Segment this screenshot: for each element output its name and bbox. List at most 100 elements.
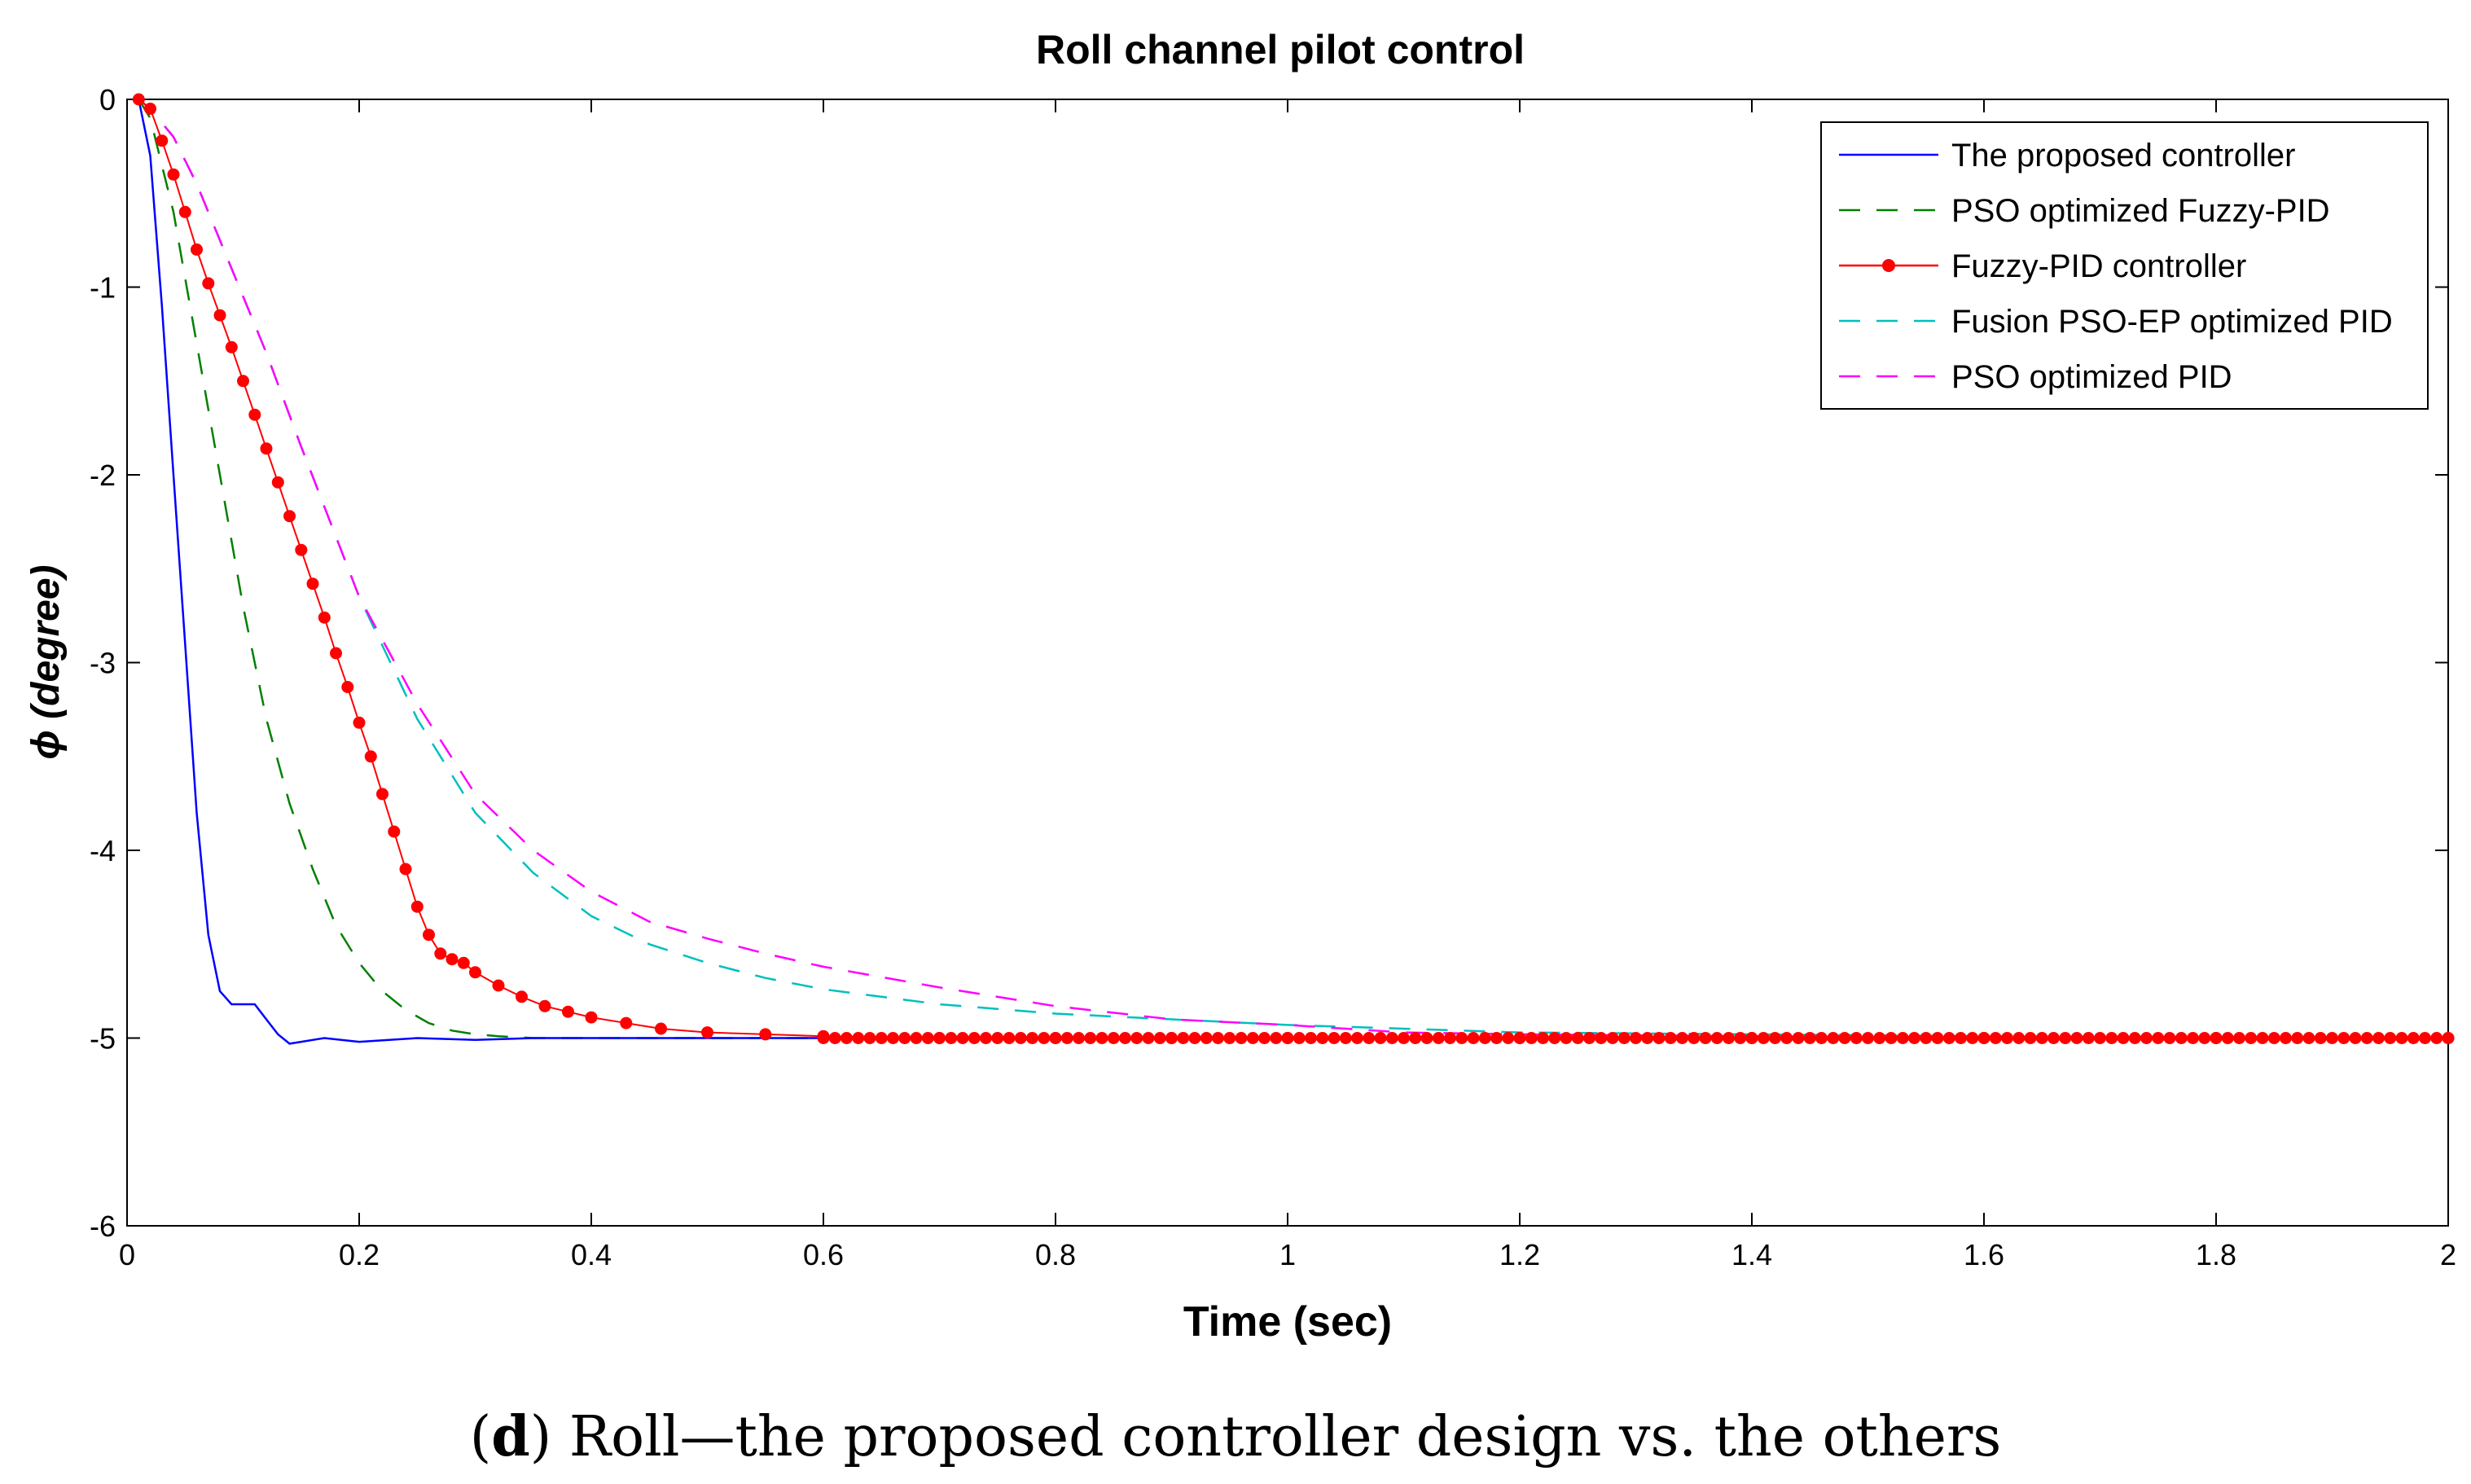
series-point — [1130, 1032, 1143, 1044]
series-point — [1606, 1032, 1619, 1044]
series-point — [1699, 1032, 1712, 1044]
series-point — [1942, 1032, 1955, 1044]
series-line — [138, 99, 2448, 1039]
series-point — [898, 1032, 911, 1044]
series-point — [156, 134, 169, 147]
series-point — [910, 1032, 923, 1044]
series-point — [1862, 1032, 1874, 1044]
series-point — [2337, 1032, 2350, 1044]
legend-entry: Fusion PSO-EP optimized PID — [1839, 304, 2393, 340]
series-layer — [132, 93, 2455, 1045]
series-point — [1896, 1032, 1909, 1044]
series-point — [1513, 1032, 1526, 1044]
series-line — [138, 99, 2448, 1039]
series-point — [1420, 1032, 1433, 1044]
series-point — [2012, 1032, 2026, 1044]
series-point — [2059, 1032, 2072, 1044]
series-point — [1977, 1032, 1990, 1044]
series-point — [1769, 1032, 1781, 1044]
series-point — [144, 103, 156, 115]
series-point — [1780, 1032, 1793, 1044]
y-tick-label: -2 — [90, 459, 116, 492]
series-point — [1664, 1032, 1677, 1044]
series-point — [1652, 1032, 1666, 1044]
series-point — [1641, 1032, 1654, 1044]
series-point — [2395, 1032, 2408, 1044]
series-line — [138, 99, 2449, 1039]
series-point — [1525, 1032, 1538, 1044]
series-point — [1745, 1032, 1758, 1044]
series-point — [840, 1032, 853, 1044]
series-point — [1165, 1032, 1178, 1044]
series-point — [1049, 1032, 1062, 1044]
series-point — [1815, 1032, 1828, 1044]
x-tick-label: 1.2 — [1499, 1238, 1540, 1271]
y-tick-label: -4 — [90, 834, 116, 867]
series-point — [980, 1032, 992, 1044]
x-axis-label: Time (sec) — [1183, 1298, 1392, 1346]
series-point — [1583, 1032, 1595, 1044]
x-tick-label: 2 — [2440, 1238, 2456, 1271]
x-tick-label: 1.6 — [1964, 1238, 2004, 1271]
legend-entry: Fuzzy-PID controller — [1839, 248, 2246, 284]
series-point — [1455, 1032, 1468, 1044]
series-point — [2152, 1032, 2165, 1044]
y-tick-label: -3 — [90, 647, 116, 680]
series-point — [1095, 1032, 1108, 1044]
series-point — [1723, 1032, 1735, 1044]
legend-marker — [1882, 259, 1895, 272]
series-point — [2349, 1032, 2362, 1044]
series-point — [852, 1032, 865, 1044]
series-point — [2117, 1032, 2130, 1044]
series-point — [423, 929, 435, 942]
series-point — [2384, 1032, 2397, 1044]
legend-entry: The proposed controller — [1839, 138, 2295, 173]
series-point — [991, 1032, 1004, 1044]
series-point — [828, 1032, 841, 1044]
series-point — [1200, 1032, 1213, 1044]
series-point — [1398, 1032, 1410, 1044]
series-point — [2302, 1032, 2315, 1044]
caption-text: Roll—the proposed controller design vs. … — [551, 1405, 2001, 1469]
series-point — [353, 716, 366, 729]
legend-entry: PSO optimized PID — [1839, 359, 2232, 395]
series-point — [399, 863, 412, 876]
series-point — [178, 205, 191, 218]
legend-label: The proposed controller — [1951, 138, 2295, 173]
series-point — [1757, 1032, 1770, 1044]
series-point — [2210, 1032, 2223, 1044]
series-point — [1688, 1032, 1701, 1044]
series-point — [1363, 1032, 1376, 1044]
series-4 — [138, 99, 2448, 1039]
series-point — [1107, 1032, 1120, 1044]
series-point — [2360, 1032, 2373, 1044]
series-point — [2001, 1032, 2013, 1044]
series-point — [921, 1032, 934, 1044]
series-point — [2221, 1032, 2234, 1044]
series-point — [1328, 1032, 1341, 1044]
series-point — [2245, 1032, 2258, 1044]
series-point — [1734, 1032, 1747, 1044]
series-point — [655, 1022, 667, 1035]
series-point — [341, 681, 354, 693]
series-point — [1560, 1032, 1573, 1044]
series-point — [516, 990, 528, 1003]
series-point — [1478, 1032, 1491, 1044]
series-point — [1490, 1032, 1503, 1044]
series-point — [1548, 1032, 1561, 1044]
series-point — [469, 966, 481, 979]
series-point — [2442, 1032, 2455, 1044]
series-point — [2198, 1032, 2211, 1044]
legend-label: PSO optimized PID — [1951, 359, 2232, 395]
series-point — [1803, 1032, 1816, 1044]
series-3 — [138, 99, 2449, 1039]
series-point — [2419, 1032, 2431, 1044]
series-point — [817, 1032, 830, 1044]
series-point — [271, 476, 284, 489]
series-line — [138, 99, 2448, 1045]
series-point — [2163, 1032, 2176, 1044]
series-point — [1119, 1032, 1131, 1044]
series-point — [295, 543, 308, 556]
series-point — [759, 1028, 772, 1041]
series-point — [1792, 1032, 1805, 1044]
